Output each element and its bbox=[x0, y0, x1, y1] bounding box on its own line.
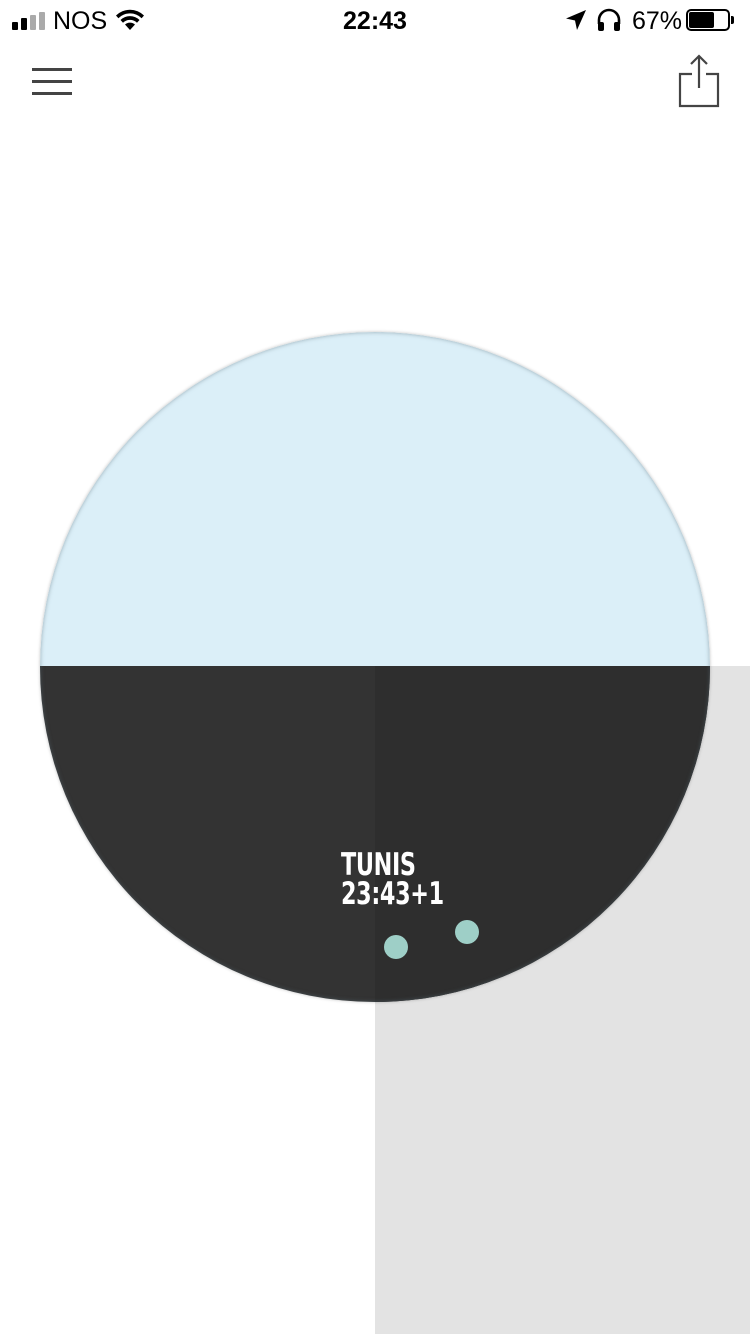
headphones-icon bbox=[597, 8, 621, 31]
city-marker[interactable] bbox=[384, 935, 408, 959]
carrier-name: NOS bbox=[53, 7, 108, 35]
signal-icon bbox=[12, 12, 46, 30]
wifi-icon bbox=[116, 9, 144, 30]
share-icon[interactable] bbox=[676, 52, 722, 112]
city-label: TUNIS 23:43+1 bbox=[341, 847, 444, 912]
city-time: 23:43+1 bbox=[341, 876, 444, 912]
location-arrow-icon bbox=[566, 10, 586, 30]
night-hemisphere-shade bbox=[375, 666, 710, 1002]
battery-level bbox=[689, 12, 714, 28]
battery-percent: 67% bbox=[632, 7, 683, 35]
battery-icon bbox=[686, 9, 734, 31]
world-globe[interactable] bbox=[40, 332, 710, 1002]
daylight-hemisphere bbox=[40, 332, 710, 666]
status-bar: NOS 22:43 67% bbox=[0, 0, 750, 40]
status-time: 22:43 bbox=[343, 7, 407, 35]
city-marker[interactable] bbox=[455, 920, 479, 944]
city-name: TUNIS bbox=[341, 847, 416, 883]
hamburger-menu-icon[interactable] bbox=[30, 62, 74, 100]
